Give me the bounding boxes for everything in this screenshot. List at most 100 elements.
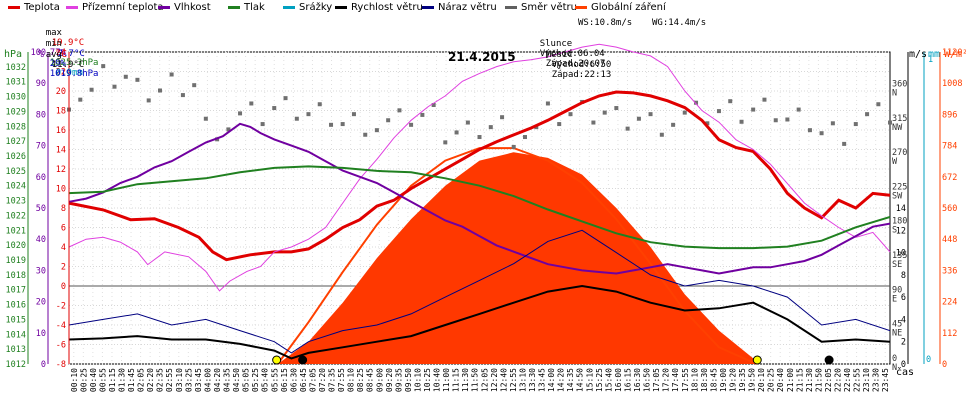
time-tick-label: 03:45	[194, 368, 203, 392]
sunset-time: Západ:20:07	[545, 59, 606, 69]
wind-direction-tick: 180	[892, 217, 907, 227]
time-tick-label: 19:50	[748, 368, 757, 392]
time-tick-label: 21:00	[786, 368, 795, 392]
temperature-tick-label: 8	[61, 204, 66, 214]
pressure-tick-label: 1018	[6, 271, 26, 281]
legend-swatch	[575, 5, 587, 9]
temperature-tick-label: -6	[56, 341, 66, 351]
wind-direction-tick: 270	[892, 148, 907, 158]
temperature-tick-label: 10	[56, 185, 66, 195]
legend-label: Náraz větru	[438, 2, 497, 13]
wind-direction-point	[123, 74, 128, 79]
unit-hpa: hPa	[4, 49, 23, 60]
wind-direction-point	[694, 100, 699, 105]
stat-avg-label: avg	[45, 50, 62, 60]
wind-direction-label: NW	[892, 123, 903, 133]
pressure-tick-label: 1026	[6, 152, 26, 162]
wind-direction-label: NE	[892, 329, 902, 339]
wind-direction-point	[568, 112, 573, 117]
temperature-tick-label: 12	[56, 165, 66, 175]
radiation-tick-label: 336	[942, 266, 957, 276]
wind-direction-point	[830, 121, 835, 126]
time-tick-label: 19:35	[738, 368, 747, 392]
wind-direction-point	[739, 119, 744, 124]
time-tick-label: 22:55	[853, 368, 862, 392]
wind-direction-point	[351, 112, 356, 117]
stat-avg: avg 11.9°C	[24, 40, 85, 80]
time-tick-label: 00:55	[98, 368, 107, 392]
sun-label: Slunce	[539, 39, 573, 49]
temperature-tick-label: 0	[61, 282, 66, 292]
stat-max-temp: 19.9°C	[51, 38, 85, 48]
legend-item: Přízemní teplota	[66, 2, 164, 13]
time-tick-label: 07:55	[337, 368, 346, 392]
pressure-tick-label: 1016	[6, 301, 26, 311]
unit-wm2: W/m²	[944, 49, 966, 60]
wind-direction-point	[888, 120, 892, 125]
unit-ms: m/s	[909, 49, 928, 60]
time-tick-label: 15:40	[604, 368, 613, 392]
time-tick-label: 05:05	[242, 368, 251, 392]
time-tick-label: 21:15	[795, 368, 804, 392]
humidity-tick-label: 0	[41, 360, 46, 370]
legend-item: Globální záření	[575, 2, 666, 13]
wind-direction-point	[796, 107, 801, 112]
temperature-tick-label: 24	[56, 48, 66, 58]
legend-item: Rychlost větru	[335, 2, 423, 13]
series-line	[68, 43, 891, 292]
time-tick-label: 08:25	[356, 368, 365, 392]
humidity-tick-label: 40	[36, 235, 46, 245]
humidity-tick-label: 60	[36, 173, 46, 183]
stat-ws: WS:10.8m/s	[578, 18, 633, 28]
legend-swatch	[283, 5, 295, 9]
pressure-tick-label: 1023	[6, 197, 26, 207]
time-tick-label: 01:45	[127, 368, 136, 392]
time-tick-label: 22:20	[833, 368, 842, 392]
time-tick-label: 23:45	[881, 368, 890, 392]
legend-swatch	[66, 5, 78, 9]
time-tick-label: 04:20	[213, 368, 222, 392]
radiation-tick-label: 1120	[942, 48, 962, 58]
wind-direction-label: S	[892, 226, 897, 236]
wind-direction-point	[283, 96, 288, 101]
stat-min-temp: 2.7°C	[57, 49, 85, 59]
wind-direction-point	[78, 97, 83, 102]
chart-title: 21.4.2015	[448, 50, 516, 64]
humidity-tick-label: 70	[36, 142, 46, 152]
humidity-tick-label: 50	[36, 204, 46, 214]
time-tick-label: 04:35	[223, 368, 232, 392]
wind-direction-point	[135, 77, 140, 82]
time-tick-label: 13:45	[538, 368, 547, 392]
legend-item: Srážky	[283, 2, 332, 13]
stat-min: min 2.7°C 29% 1019.8hPa	[24, 29, 99, 89]
time-tick-label: 20:10	[757, 368, 766, 392]
time-tick-label: 23:30	[872, 368, 881, 392]
sun-marker	[752, 355, 762, 365]
time-tick-label: 12:05	[480, 368, 489, 392]
series-line	[68, 90, 891, 262]
time-tick-label: 11:30	[461, 368, 470, 392]
wind-direction-point	[340, 122, 345, 127]
time-tick-label: 18:10	[690, 368, 699, 392]
wind-direction-point	[386, 118, 391, 123]
wind-direction-point	[716, 109, 721, 114]
stat-max-pressure: 1025.3hPa	[49, 58, 99, 68]
wind-direction-point	[226, 127, 231, 132]
wind-direction-point	[819, 131, 824, 136]
wind-direction-point	[374, 128, 379, 133]
wind-direction-point	[294, 116, 299, 121]
wind-direction-point	[728, 99, 733, 104]
wind-direction-point	[203, 116, 208, 121]
wind-direction-point	[157, 88, 162, 93]
stat-max: max 19.9°C 77% 1025.3hPa 0.0mm	[24, 18, 99, 88]
wind-direction-point	[773, 118, 778, 123]
humidity-tick-label: 20	[36, 298, 46, 308]
wind-direction-point	[671, 122, 676, 127]
pressure-tick-label: 1029	[6, 107, 26, 117]
wind-direction-point	[329, 122, 334, 127]
wind-direction-tick: 45	[892, 320, 902, 330]
time-tick-label: 10:10	[413, 368, 422, 392]
pressure-tick-label: 1014	[6, 330, 26, 340]
pressure-tick-label: 1027	[6, 137, 26, 147]
stat-avg-temp: 11.9°C	[51, 60, 85, 70]
